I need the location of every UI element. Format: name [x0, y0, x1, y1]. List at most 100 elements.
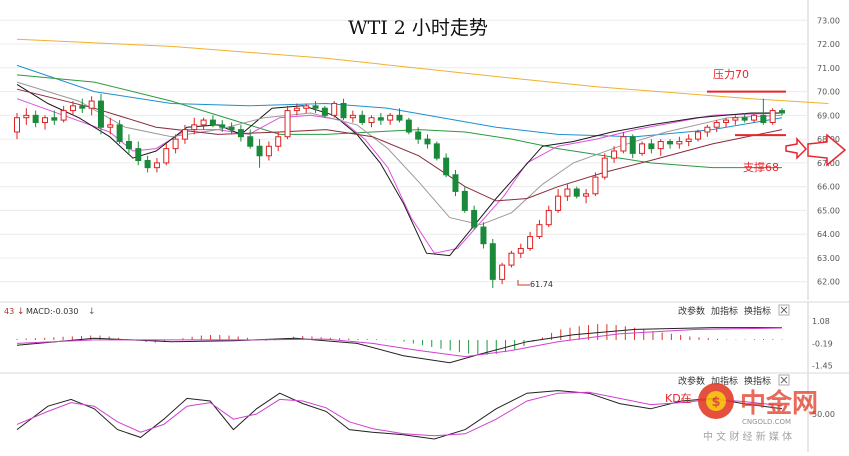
- candle-body: [471, 209, 478, 228]
- candle: [144, 155, 151, 173]
- candle-body: [275, 136, 282, 147]
- candle-body: [499, 264, 506, 280]
- macd-button-add[interactable]: 加指标: [711, 305, 738, 317]
- candle-body: [611, 150, 618, 159]
- candle: [125, 134, 132, 154]
- moving-average-line: [16, 98, 783, 254]
- candle-body: [349, 114, 356, 119]
- candle: [209, 115, 216, 128]
- down-arrow-icon: ↓: [88, 307, 96, 317]
- kd-close-icon[interactable]: [778, 374, 790, 386]
- candle: [368, 115, 375, 128]
- candle-body: [461, 190, 468, 211]
- candle-body: [340, 102, 347, 119]
- down-arrow-icon: ↓: [17, 307, 25, 317]
- resistance-annotation: 压力70: [707, 68, 786, 93]
- candle-body: [685, 138, 692, 142]
- candle-body: [480, 226, 487, 245]
- candle-body: [732, 117, 739, 121]
- moving-average-line: [16, 64, 783, 138]
- price-tick-label: 72.00: [817, 40, 840, 49]
- candle: [331, 101, 338, 118]
- candle: [779, 108, 785, 116]
- price-tick-label: 69.00: [817, 111, 840, 120]
- candle-body: [144, 160, 151, 169]
- candle: [741, 112, 748, 123]
- candle-body: [359, 114, 366, 123]
- kd-button-params[interactable]: 改参数: [678, 375, 705, 387]
- price-tick-label: 63.00: [817, 254, 840, 263]
- candle-body: [629, 136, 636, 154]
- candle: [23, 108, 30, 125]
- candle-body: [424, 138, 431, 145]
- candle-body: [639, 143, 646, 154]
- candle: [424, 134, 431, 149]
- candle: [433, 141, 440, 161]
- kd-label: KD在: [665, 392, 692, 405]
- candle: [704, 124, 711, 137]
- candle-body: [545, 209, 552, 226]
- low-marker: 61.74: [517, 280, 553, 289]
- candle-body: [116, 124, 123, 142]
- macd-tick-label: 1.08: [812, 317, 830, 326]
- candle-body: [723, 119, 730, 123]
- candle-body: [153, 162, 160, 169]
- candle-body: [695, 131, 702, 140]
- candle-body: [620, 136, 627, 152]
- candle-body: [125, 140, 132, 150]
- candle-body: [219, 124, 226, 128]
- candle: [751, 112, 758, 123]
- candle-body: [601, 157, 608, 178]
- kd-d-line: [16, 391, 783, 437]
- price-tick-label: 66.00: [817, 183, 840, 192]
- arrow-right-icon: [807, 133, 847, 167]
- candle-body: [23, 114, 30, 119]
- candle: [69, 101, 76, 116]
- candle-body: [751, 114, 758, 121]
- kd-button-switch[interactable]: 换指标: [744, 375, 771, 387]
- candle: [349, 110, 356, 123]
- candle-body: [667, 140, 674, 145]
- candle: [611, 146, 618, 163]
- candle: [620, 131, 627, 154]
- candle: [732, 115, 739, 125]
- candle: [32, 110, 39, 128]
- candle: [685, 134, 692, 147]
- candle-body: [321, 107, 328, 116]
- macd-dif-line: [16, 327, 782, 364]
- candle-body: [191, 124, 198, 131]
- macd-tick-labels: 1.08 -0.19 -1.45: [812, 317, 833, 370]
- candle: [415, 127, 422, 144]
- resistance-label: 压力70: [713, 68, 749, 81]
- candle: [219, 120, 226, 132]
- candle-body: [769, 110, 776, 123]
- candle: [247, 129, 254, 149]
- candle: [695, 129, 702, 142]
- candle: [639, 141, 646, 156]
- macd-panel: 43 ↓ MACD:-0.030 ↓ 改参数 加指标 换指标 1.08 -0.19…: [0, 301, 849, 372]
- macd-close-icon[interactable]: [778, 304, 790, 316]
- candle-body: [228, 126, 235, 131]
- macd-button-params[interactable]: 改参数: [678, 305, 705, 317]
- price-tick-label: 73.00: [817, 16, 840, 25]
- macd-prefix: 43: [4, 307, 14, 316]
- candle-body: [256, 145, 263, 157]
- candle: [79, 98, 86, 113]
- watermark-tagline: 中 文 财 经 新 媒 体: [703, 430, 792, 443]
- macd-button-switch[interactable]: 换指标: [744, 305, 771, 317]
- cngold-watermark: $ 中金网 CNGOLD.COM 中 文 财 经 新 媒 体: [698, 383, 818, 443]
- candle: [713, 120, 720, 132]
- low-price-label: 61.74: [530, 280, 553, 289]
- macd-label: MACD:-0.030: [26, 307, 78, 316]
- candle-body: [536, 224, 543, 238]
- candle-body: [415, 131, 422, 140]
- candle-body: [713, 121, 720, 128]
- candle-body: [32, 114, 39, 123]
- candle-body: [508, 252, 515, 266]
- candle-body: [704, 126, 711, 133]
- kd-tick-labels: 50.00: [812, 410, 835, 419]
- candle: [676, 136, 683, 149]
- candle-body: [60, 110, 67, 121]
